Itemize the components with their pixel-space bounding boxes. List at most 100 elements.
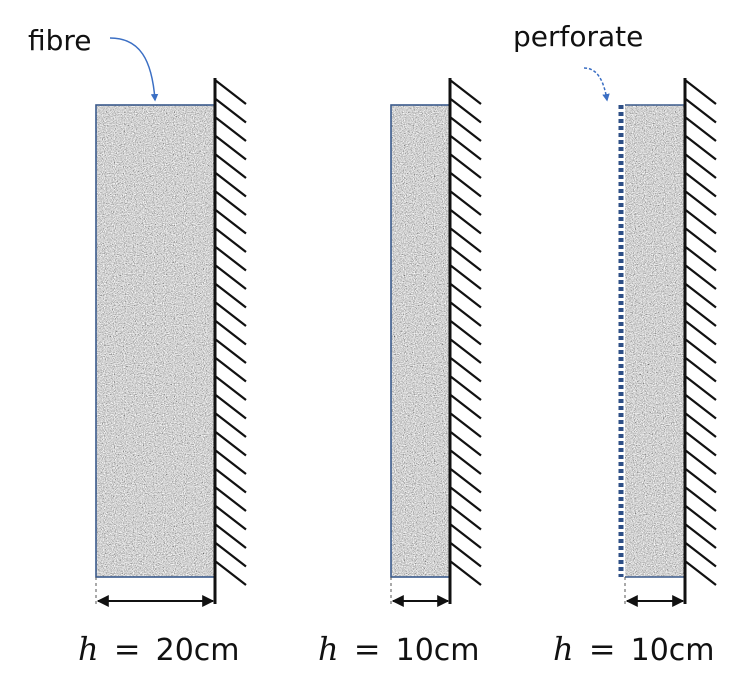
hatch-line — [449, 227, 482, 253]
wall-hatching — [684, 79, 717, 586]
hatch-line — [684, 523, 717, 549]
hatch-line — [214, 504, 247, 531]
hatch-line — [449, 430, 482, 457]
wall-hatching — [214, 79, 247, 586]
caption-variable: h — [78, 630, 99, 668]
hatch-line — [684, 393, 717, 420]
hatch-line — [684, 190, 717, 216]
thickness-caption: h = 10cm — [553, 630, 715, 668]
hatch-line — [684, 338, 717, 364]
panel-fibre-10cm: h = 10cm — [318, 78, 482, 668]
hatch-line — [214, 541, 247, 568]
hatch-line — [214, 356, 247, 383]
hatch-line — [449, 541, 482, 568]
caption-value: 20cm — [156, 633, 240, 668]
hatch-line — [214, 338, 247, 364]
hatch-line — [684, 319, 717, 346]
hatch-line — [214, 245, 247, 272]
hatch-line — [214, 282, 247, 309]
hatch-line — [214, 134, 247, 161]
hatch-line — [214, 430, 247, 457]
hatch-line — [214, 301, 247, 327]
hatch-line — [449, 319, 482, 346]
hatch-line — [684, 153, 717, 179]
hatch-line — [684, 449, 717, 475]
hatch-line — [684, 504, 717, 531]
hatch-line — [214, 264, 247, 290]
hatch-line — [449, 282, 482, 309]
porous-material-block — [96, 105, 215, 577]
wall-hatching — [449, 79, 482, 586]
hatch-line — [684, 486, 717, 512]
hatch-line — [449, 375, 482, 401]
hatch-line — [449, 153, 482, 179]
hatch-line — [684, 356, 717, 383]
porous-material-block — [391, 105, 450, 577]
hatch-line — [214, 190, 247, 216]
hatch-line — [449, 486, 482, 512]
caption-value: 10cm — [396, 633, 480, 668]
caption-variable: h — [318, 630, 339, 668]
hatch-line — [684, 245, 717, 272]
hatch-line — [214, 227, 247, 253]
hatch-line — [449, 245, 482, 272]
hatch-line — [684, 412, 717, 438]
hatch-line — [214, 319, 247, 346]
hatch-line — [684, 375, 717, 401]
fibre-pointer-arrow — [109, 37, 159, 102]
hatch-line — [684, 430, 717, 457]
hatch-line — [449, 560, 482, 586]
hatch-line — [214, 116, 247, 142]
hatch-line — [449, 190, 482, 216]
hatch-line — [214, 523, 247, 549]
hatch-line — [684, 560, 717, 586]
caption-equals: = — [589, 630, 616, 668]
hatch-line — [684, 116, 717, 142]
hatch-line — [684, 301, 717, 327]
caption-equals: = — [114, 630, 141, 668]
hatch-line — [214, 375, 247, 401]
hatch-line — [214, 467, 247, 494]
hatch-line — [684, 282, 717, 309]
hatch-line — [214, 79, 247, 105]
hatch-line — [214, 486, 247, 512]
hatch-line — [449, 79, 482, 105]
hatch-line — [449, 264, 482, 290]
hatch-line — [449, 208, 482, 235]
hatch-line — [449, 449, 482, 475]
hatch-line — [214, 393, 247, 420]
hatch-line — [449, 412, 482, 438]
porous-material-block — [625, 105, 685, 577]
hatch-line — [214, 97, 247, 124]
hatch-line — [449, 504, 482, 531]
hatch-line — [214, 208, 247, 235]
hatch-line — [449, 97, 482, 124]
caption-variable: h — [553, 630, 574, 668]
panel-perforated-10cm: perforate h = 10cm — [513, 20, 717, 668]
hatch-line — [684, 541, 717, 568]
hatch-line — [449, 301, 482, 327]
hatch-line — [449, 116, 482, 142]
hatch-line — [214, 171, 247, 198]
hatch-line — [214, 449, 247, 475]
hatch-line — [449, 338, 482, 364]
hatch-line — [449, 356, 482, 383]
thickness-caption: h = 20cm — [78, 630, 240, 668]
thickness-caption: h = 10cm — [318, 630, 480, 668]
hatch-line — [214, 560, 247, 586]
panel-fibre-20cm: fibre h = 20cm — [28, 24, 247, 668]
hatch-line — [449, 393, 482, 420]
hatch-line — [449, 467, 482, 494]
hatch-line — [684, 97, 717, 124]
hatch-line — [684, 264, 717, 290]
perforate-pointer-arrow — [583, 67, 610, 102]
fibre-label: fibre — [28, 24, 92, 57]
hatch-line — [684, 467, 717, 494]
hatch-line — [449, 171, 482, 198]
hatch-line — [214, 412, 247, 438]
perforate-label: perforate — [513, 20, 643, 53]
hatch-line — [684, 171, 717, 198]
hatch-line — [449, 134, 482, 161]
caption-equals: = — [354, 630, 381, 668]
